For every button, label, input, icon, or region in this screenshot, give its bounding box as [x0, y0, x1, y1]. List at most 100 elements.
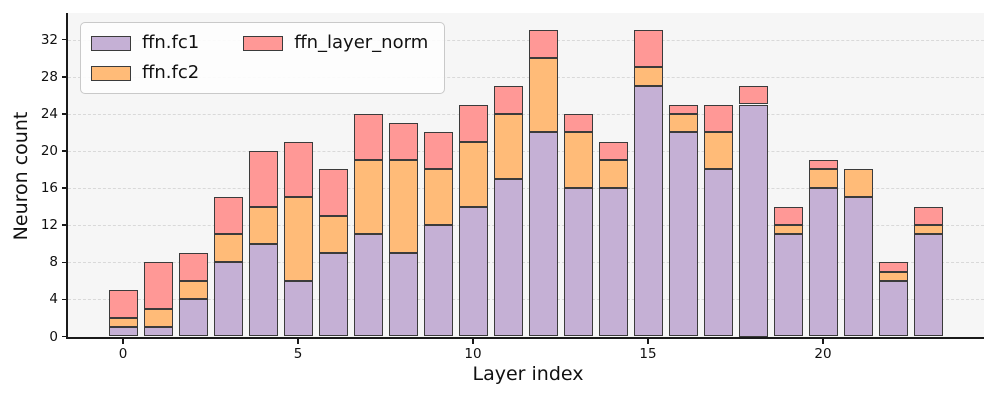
bar-segment-ffn.fc2-layer-19 — [773, 225, 803, 235]
bar-segment-ffn.fc2-layer-7 — [353, 160, 383, 235]
bar-segment-ffn.fc1-layer-8 — [388, 252, 418, 337]
bar-segment-ffn.fc2-layer-12 — [528, 58, 558, 133]
y-tick-label: 0 — [49, 328, 58, 345]
bar-segment-ffn.fc1-layer-20 — [808, 188, 838, 337]
x-tick-mark — [297, 338, 299, 344]
bar-segment-ffn.fc1-layer-1 — [143, 327, 173, 337]
bar-segment-ffn_layer_norm-layer-1 — [143, 262, 173, 309]
bar-segment-ffn.fc2-layer-15 — [633, 67, 663, 86]
y-tick-mark — [62, 187, 68, 189]
bar-segment-ffn_layer_norm-layer-12 — [528, 30, 558, 59]
x-axis-spine — [66, 336, 984, 340]
bar-segment-ffn.fc1-layer-21 — [843, 197, 873, 337]
y-tick-label: 20 — [40, 142, 58, 159]
bar-segment-ffn.fc1-layer-14 — [598, 188, 628, 337]
x-tick-mark — [647, 338, 649, 344]
bar-segment-ffn.fc1-layer-2 — [178, 299, 208, 337]
bar-segment-ffn_layer_norm-layer-3 — [213, 197, 243, 235]
bar-segment-ffn_layer_norm-layer-15 — [633, 30, 663, 68]
x-tick-label: 10 — [464, 345, 482, 362]
bar-segment-ffn_layer_norm-layer-9 — [423, 132, 453, 170]
bar-segment-ffn.fc2-layer-1 — [143, 308, 173, 328]
gridline — [68, 262, 984, 264]
y-axis-label: Neuron count — [10, 111, 32, 241]
x-tick-mark — [122, 338, 124, 344]
legend-item-ffn-fc2: ffn.fc2 — [91, 60, 199, 86]
bar-segment-ffn.fc1-layer-11 — [493, 178, 523, 337]
bar-segment-ffn.fc2-layer-22 — [878, 271, 908, 281]
x-axis-label: Layer index — [472, 363, 584, 385]
bar-segment-ffn_layer_norm-layer-11 — [493, 85, 523, 114]
bar-segment-ffn.fc1-layer-17 — [703, 169, 733, 337]
bar-segment-ffn.fc1-layer-16 — [668, 132, 698, 337]
bar-segment-ffn.fc2-layer-20 — [808, 169, 838, 188]
bar-segment-ffn.fc1-layer-4 — [248, 243, 278, 337]
y-tick-label: 4 — [49, 291, 58, 308]
bar-segment-ffn_layer_norm-layer-7 — [353, 113, 383, 161]
gridline — [68, 113, 984, 115]
bar-segment-ffn.fc2-layer-10 — [458, 141, 488, 207]
bar-segment-ffn.fc2-layer-4 — [248, 206, 278, 244]
gridline — [68, 299, 984, 301]
bar-segment-ffn.fc2-layer-3 — [213, 234, 243, 263]
gridline — [68, 150, 984, 152]
bar-segment-ffn.fc2-layer-23 — [913, 225, 943, 235]
x-tick-label: 20 — [814, 345, 832, 362]
y-tick-label: 16 — [40, 180, 58, 197]
bar-segment-ffn.fc2-layer-0 — [108, 317, 138, 328]
bar-segment-ffn.fc1-layer-5 — [283, 280, 313, 337]
bar-segment-ffn.fc1-layer-7 — [353, 234, 383, 337]
bar-segment-ffn.fc1-layer-18 — [738, 104, 768, 337]
bar-segment-ffn_layer_norm-layer-2 — [178, 252, 208, 281]
gridline — [68, 188, 984, 190]
bar-segment-ffn.fc1-layer-19 — [773, 234, 803, 337]
bar-segment-ffn.fc2-layer-17 — [703, 132, 733, 170]
y-tick-mark — [62, 38, 68, 41]
bar-segment-ffn.fc2-layer-14 — [598, 160, 628, 188]
bar-segment-ffn_layer_norm-layer-4 — [248, 150, 278, 207]
legend-label-ffn-layer-norm: ffn_layer_norm — [294, 32, 429, 53]
bar-segment-ffn_layer_norm-layer-17 — [703, 104, 733, 133]
y-tick-label: 32 — [40, 31, 58, 48]
bar-segment-ffn_layer_norm-layer-20 — [808, 160, 838, 170]
gridline — [68, 225, 984, 227]
bar-segment-ffn_layer_norm-layer-6 — [318, 169, 348, 216]
bar-segment-ffn_layer_norm-layer-18 — [738, 85, 768, 105]
y-tick-mark — [62, 113, 68, 115]
bar-segment-ffn.fc1-layer-23 — [913, 234, 943, 337]
y-tick-mark — [62, 261, 68, 264]
y-tick-mark — [62, 335, 68, 338]
bar-segment-ffn.fc2-layer-6 — [318, 215, 348, 253]
y-tick-label: 24 — [40, 105, 58, 122]
legend-swatch-ffn-fc1-icon — [91, 35, 131, 51]
bar-segment-ffn.fc1-layer-15 — [633, 85, 663, 337]
gridline — [68, 76, 984, 78]
x-tick-label: 15 — [639, 345, 657, 362]
bar-segment-ffn_layer_norm-layer-13 — [563, 113, 593, 133]
legend: ffn.fc1 ffn.fc2 ffn_layer_norm — [80, 22, 446, 94]
bar-segment-ffn_layer_norm-layer-16 — [668, 104, 698, 114]
y-tick-label: 12 — [40, 217, 58, 234]
bar-segment-ffn.fc2-layer-11 — [493, 113, 523, 179]
bar-segment-ffn.fc1-layer-22 — [878, 280, 908, 337]
bar-segment-ffn_layer_norm-layer-14 — [598, 141, 628, 161]
bar-segment-ffn.fc2-layer-21 — [843, 169, 873, 198]
legend-label-ffn-fc1: ffn.fc1 — [142, 32, 200, 53]
bar-segment-ffn.fc1-layer-6 — [318, 252, 348, 337]
bar-segment-ffn.fc1-layer-9 — [423, 225, 453, 337]
bar-segment-ffn.fc2-layer-8 — [388, 160, 418, 253]
bar-segment-ffn_layer_norm-layer-23 — [913, 206, 943, 226]
legend-item-ffn-fc1: ffn.fc1 — [91, 30, 199, 56]
x-tick-mark — [472, 338, 474, 344]
y-tick-label: 28 — [40, 68, 58, 85]
bar-segment-ffn_layer_norm-layer-22 — [878, 262, 908, 272]
bar-segment-ffn_layer_norm-layer-5 — [283, 141, 313, 198]
bar-segment-ffn.fc2-layer-16 — [668, 113, 698, 133]
bar-segment-ffn.fc2-layer-2 — [178, 280, 208, 300]
bar-segment-ffn_layer_norm-layer-10 — [458, 104, 488, 142]
legend-swatch-ffn-fc2-icon — [91, 65, 131, 81]
bar-segment-ffn.fc1-layer-12 — [528, 132, 558, 337]
x-tick-label: 5 — [293, 345, 303, 362]
y-axis-spine — [66, 13, 68, 340]
